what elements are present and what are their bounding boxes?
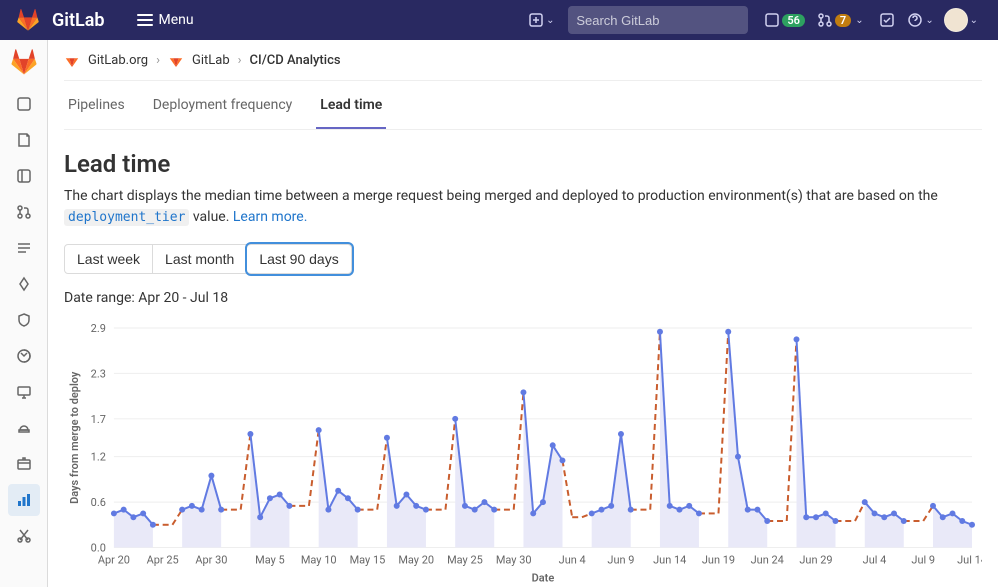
sidebar-security[interactable]: [8, 304, 40, 336]
svg-text:Jun 14: Jun 14: [653, 553, 686, 566]
gitlab-logo-icon[interactable]: [16, 8, 40, 32]
svg-text:May 20: May 20: [398, 553, 434, 566]
svg-text:Jun 4: Jun 4: [559, 553, 586, 566]
page-description: The chart displays the median time betwe…: [64, 186, 982, 228]
left-sidebar: [0, 40, 48, 587]
menu-label: Menu: [159, 12, 194, 28]
mr-count: 7: [835, 14, 851, 27]
svg-text:Date: Date: [532, 571, 555, 584]
sidebar-packages[interactable]: [8, 448, 40, 480]
svg-text:1.7: 1.7: [91, 413, 106, 426]
todo-button[interactable]: [872, 5, 902, 35]
svg-text:Jun 24: Jun 24: [751, 553, 784, 566]
sidebar-project-info[interactable]: [8, 88, 40, 120]
menu-button[interactable]: Menu: [129, 8, 202, 32]
breadcrumb-org[interactable]: GitLab.org: [88, 53, 148, 68]
svg-text:1.2: 1.2: [91, 451, 106, 464]
sidebar-issues[interactable]: [8, 160, 40, 192]
hamburger-icon: [137, 14, 153, 26]
sidebar-infrastructure[interactable]: [8, 412, 40, 444]
svg-text:2.9: 2.9: [91, 322, 106, 335]
tab-pipelines[interactable]: Pipelines: [64, 85, 129, 129]
code-deployment-tier: deployment_tier: [64, 209, 189, 226]
top-navbar: GitLab Menu ⌄ 56 7 ⌄ ⌄ ⌄: [0, 0, 998, 40]
sidebar-analytics[interactable]: [8, 484, 40, 516]
svg-text:Jul 14: Jul 14: [957, 553, 982, 566]
main-content: GitLab.org › GitLab › CI/CD Analytics Pi…: [48, 40, 998, 587]
svg-text:Jun 9: Jun 9: [607, 553, 634, 566]
sidebar-requirements[interactable]: [8, 232, 40, 264]
svg-text:2.3: 2.3: [91, 367, 106, 380]
tab-lead-time[interactable]: Lead time: [316, 85, 386, 129]
breadcrumb-sep: ›: [156, 53, 160, 68]
breadcrumb: GitLab.org › GitLab › CI/CD Analytics: [64, 40, 982, 81]
range-button-group: Last week Last month Last 90 days: [64, 244, 982, 274]
chart-svg: 0.00.61.21.72.32.9Apr 20Apr 25Apr 30May …: [64, 318, 982, 587]
svg-text:Apr 20: Apr 20: [98, 553, 130, 566]
issues-count: 56: [782, 14, 805, 27]
range-last-month[interactable]: Last month: [153, 244, 247, 274]
merge-request-icon: [817, 12, 833, 28]
project-logo-icon[interactable]: [10, 48, 38, 76]
sidebar-snippets[interactable]: [8, 520, 40, 552]
svg-text:Jun 19: Jun 19: [702, 553, 735, 566]
help-button[interactable]: ⌄: [906, 5, 936, 35]
sidebar-cicd[interactable]: [8, 268, 40, 300]
new-dropdown-button[interactable]: ⌄: [526, 5, 556, 35]
svg-text:Apr 25: Apr 25: [147, 553, 179, 566]
breadcrumb-page: CI/CD Analytics: [250, 53, 341, 68]
merge-requests-button[interactable]: 7 ⌄: [813, 10, 868, 30]
tabs: Pipelines Deployment frequency Lead time: [64, 85, 982, 130]
svg-text:0.6: 0.6: [91, 496, 106, 509]
avatar: [944, 8, 968, 32]
breadcrumb-project-icon: [168, 52, 184, 68]
svg-text:May 30: May 30: [496, 553, 532, 566]
svg-text:Apr 30: Apr 30: [195, 553, 227, 566]
svg-text:Jun 29: Jun 29: [799, 553, 832, 566]
svg-text:May 5: May 5: [255, 553, 285, 566]
svg-text:May 15: May 15: [350, 553, 386, 566]
sidebar-monitor[interactable]: [8, 376, 40, 408]
user-menu-button[interactable]: ⌄: [940, 5, 982, 35]
search-box[interactable]: [568, 6, 748, 34]
svg-text:May 10: May 10: [301, 553, 337, 566]
learn-more-link[interactable]: Learn more.: [233, 209, 308, 225]
breadcrumb-project[interactable]: GitLab: [192, 53, 230, 68]
range-last-90-days[interactable]: Last 90 days: [247, 244, 351, 274]
product-name[interactable]: GitLab: [52, 10, 105, 31]
page-title: Lead time: [64, 150, 982, 178]
sidebar-merge-requests[interactable]: [8, 196, 40, 228]
sidebar-repository[interactable]: [8, 124, 40, 156]
svg-text:Jul 4: Jul 4: [863, 553, 887, 566]
breadcrumb-org-icon: [64, 52, 80, 68]
svg-text:Jul 9: Jul 9: [911, 553, 935, 566]
tab-deployment-frequency[interactable]: Deployment frequency: [149, 85, 297, 129]
search-input[interactable]: [576, 13, 752, 28]
date-range-label: Date range: Apr 20 - Jul 18: [64, 290, 982, 306]
breadcrumb-sep: ›: [238, 53, 242, 68]
issues-button[interactable]: 56: [760, 10, 809, 30]
lead-time-chart: 0.00.61.21.72.32.9Apr 20Apr 25Apr 30May …: [64, 318, 982, 587]
svg-text:Days from merge to deploy: Days from merge to deploy: [68, 371, 81, 504]
sidebar-deployments[interactable]: [8, 340, 40, 372]
issues-icon: [764, 12, 780, 28]
range-last-week[interactable]: Last week: [64, 244, 153, 274]
svg-text:May 25: May 25: [447, 553, 483, 566]
